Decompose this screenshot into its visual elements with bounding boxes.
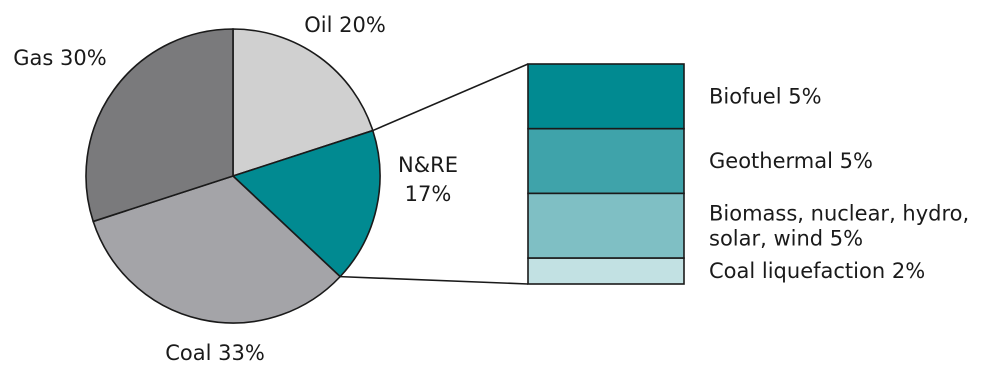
pie-slice-n-re <box>231 129 381 278</box>
stack-segment-biofuel <box>527 63 685 130</box>
pie-chart: Oil 20% N&RE 17% Coal 33% Gas 30% <box>13 13 458 365</box>
nre-breakdown-stack: Biofuel 5% Geothermal 5% Biomass, nuclear,… <box>527 63 969 285</box>
pie-label-oil: Oil 20% <box>304 13 386 37</box>
pie-slice-gas <box>85 28 234 223</box>
stack-segment-coal-liquefaction <box>527 257 685 285</box>
connector-line-top <box>372 63 529 132</box>
connector-line-bottom <box>340 275 529 285</box>
zoom-connector <box>340 63 529 285</box>
pie-slice-coal <box>92 175 342 324</box>
pie-label-n-re-line1: N&RE <box>398 153 458 177</box>
pie-slice-oil <box>232 28 374 178</box>
pie-label-n-re-line2: 17% <box>405 182 452 206</box>
stack-label-coal-liquefaction: Coal liquefaction 2% <box>709 259 925 283</box>
pie-label-coal: Coal 33% <box>165 341 265 365</box>
stack-label-biomass-nuclear-hydro-solar-wind-line2: solar, wind 5% <box>709 226 863 250</box>
stack-segment-geothermal <box>527 127 685 195</box>
stack-segment-biomass-nuclear-hydro-solar-wind <box>527 192 685 259</box>
pie-label-gas: Gas 30% <box>13 46 106 70</box>
stack-label-biomass-nuclear-hydro-solar-wind-line1: Biomass, nuclear, hydro, <box>709 201 969 225</box>
stack-label-geothermal: Geothermal 5% <box>709 149 873 173</box>
stack-label-biofuel: Biofuel 5% <box>709 84 822 108</box>
